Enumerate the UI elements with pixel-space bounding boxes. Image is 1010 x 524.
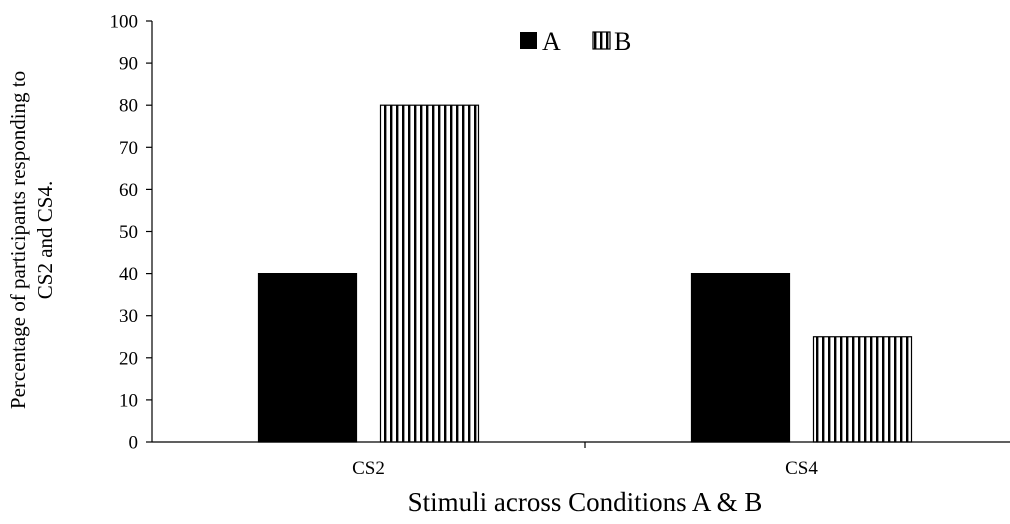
- x-axis-title: Stimuli across Conditions A & B: [408, 487, 763, 517]
- y-tick-label: 30: [119, 306, 138, 327]
- bar-a-cs4: [690, 273, 791, 443]
- bars: [257, 104, 913, 443]
- bar-b-cs2: [379, 104, 480, 443]
- legend-label-a: A: [542, 27, 561, 56]
- y-tick-label: 60: [119, 180, 138, 201]
- legend-swatch-b: [592, 31, 611, 50]
- y-axis-title-line-2: CS2 and CS4.: [33, 181, 57, 299]
- x-axis-ticks: CS2 CS4: [352, 442, 818, 479]
- y-tick-label: 100: [110, 12, 139, 33]
- y-tick-label: 10: [119, 390, 138, 411]
- bar-b-cs4: [812, 336, 913, 443]
- legend-label-b: B: [614, 27, 631, 56]
- y-tick-label: 90: [119, 54, 138, 75]
- y-tick-label: 70: [119, 138, 138, 159]
- y-axis-title-line-1: Percentage of participants responding to: [6, 71, 30, 409]
- y-tick-label: 0: [129, 433, 139, 454]
- y-tick-label: 50: [119, 222, 138, 243]
- bar-a-cs2: [257, 273, 358, 443]
- y-tick-label: 20: [119, 348, 138, 369]
- y-tick-label: 40: [119, 264, 138, 285]
- legend: A B: [520, 27, 631, 56]
- legend-swatch-a: [520, 32, 537, 49]
- y-axis-ticks: 0 10 20 30 40 50 60 70 80 90 100: [110, 12, 152, 454]
- y-tick-label: 80: [119, 96, 138, 117]
- x-tick-label: CS2: [352, 458, 385, 479]
- x-tick-label: CS4: [785, 458, 818, 479]
